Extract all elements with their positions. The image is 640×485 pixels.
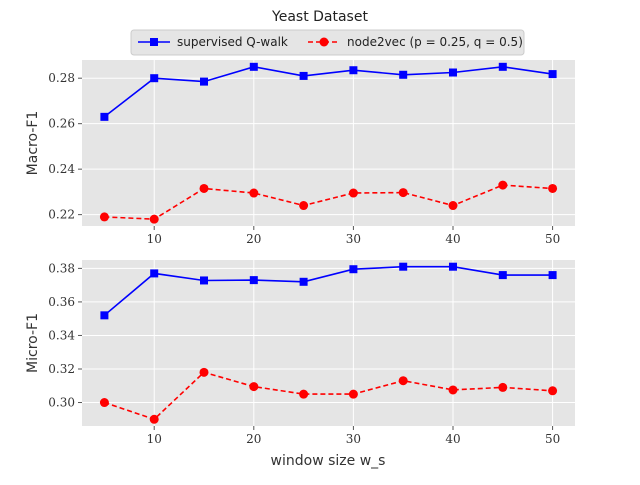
data-point-node2vec — [149, 414, 159, 424]
x-tick-label: 20 — [246, 432, 261, 446]
data-point-qwalk — [399, 70, 408, 79]
legend-label-node2vec: node2vec (p = 0.25, q = 0.5) — [347, 35, 523, 49]
y-tick-label: 0.28 — [48, 71, 75, 85]
data-point-qwalk — [299, 277, 308, 286]
y-tick-label: 0.24 — [48, 162, 75, 176]
data-point-node2vec — [348, 188, 358, 198]
legend-label-qwalk: supervised Q-walk — [177, 35, 288, 49]
data-point-node2vec — [99, 398, 109, 408]
data-point-node2vec — [199, 183, 209, 193]
x-tick-label: 10 — [147, 232, 162, 246]
data-point-node2vec — [199, 367, 209, 377]
y-tick-label: 0.32 — [48, 362, 75, 376]
subplot-1: 10 20 30 40 50 0.22 0.24 0.26 0.28 Macro-F1 — [25, 60, 575, 246]
legend: supervised Q-walk node2vec (p = 0.25, q … — [130, 29, 525, 56]
legend-marker-node2vec — [319, 37, 329, 47]
series-line-node2vec — [104, 371, 553, 421]
data-point-qwalk — [100, 112, 109, 121]
series-line-qwalk — [103, 65, 553, 118]
y-tick-label: 0.30 — [48, 396, 75, 410]
x-tick-label: 50 — [545, 232, 560, 246]
x-tick-label: 30 — [346, 432, 361, 446]
x-tick-label: 40 — [445, 432, 460, 446]
x-tick-label: 30 — [346, 232, 361, 246]
y-axis-label: Micro-F1 — [25, 313, 41, 373]
data-point-qwalk — [498, 271, 507, 280]
legend-marker-qwalk — [150, 38, 158, 46]
data-point-node2vec — [548, 183, 558, 193]
data-point-qwalk — [249, 276, 258, 285]
subplot-2: 10 20 30 40 50 0.30 0.32 0.34 0.36 0.38 Micro-F1 — [25, 260, 575, 446]
data-point-qwalk — [448, 262, 457, 271]
y-tick-label: 0.38 — [48, 261, 75, 275]
data-point-qwalk — [399, 262, 408, 271]
x-tick-label: 10 — [147, 432, 162, 446]
data-point-qwalk — [299, 71, 308, 80]
data-point-node2vec — [448, 201, 458, 211]
subplots: 10 20 30 40 50 0.22 0.24 0.26 0.28 Macro-F1 10 20 30… — [25, 60, 575, 446]
data-point-qwalk — [249, 62, 258, 71]
data-point-node2vec — [398, 376, 408, 386]
data-point-node2vec — [299, 201, 309, 211]
data-point-node2vec — [99, 212, 109, 222]
data-point-node2vec — [398, 188, 408, 198]
data-point-node2vec — [548, 386, 558, 396]
data-point-node2vec — [498, 180, 508, 190]
data-point-qwalk — [548, 271, 557, 280]
y-axis-label: Macro-F1 — [25, 111, 41, 176]
data-point-node2vec — [249, 382, 259, 392]
plot-area — [82, 260, 575, 426]
y-tick-label: 0.34 — [48, 328, 75, 342]
data-point-qwalk — [498, 62, 507, 71]
chart-title: Yeast Dataset — [271, 9, 368, 25]
x-tick-label: 50 — [545, 432, 560, 446]
data-point-qwalk — [548, 70, 557, 79]
plot-area — [82, 60, 575, 226]
data-point-node2vec — [348, 389, 358, 399]
data-point-node2vec — [249, 188, 259, 198]
x-axis-label: window size w_s — [271, 453, 386, 469]
data-point-node2vec — [498, 382, 508, 392]
data-point-qwalk — [150, 269, 159, 278]
data-point-qwalk — [349, 265, 358, 274]
x-tick-label: 20 — [246, 232, 261, 246]
data-point-qwalk — [448, 68, 457, 77]
data-point-qwalk — [100, 311, 109, 320]
data-point-qwalk — [150, 74, 159, 83]
series-line-node2vec — [104, 184, 553, 221]
data-point-node2vec — [448, 385, 458, 395]
data-point-node2vec — [299, 389, 309, 399]
y-tick-label: 0.36 — [48, 295, 75, 309]
y-tick-label: 0.26 — [48, 117, 75, 131]
series-line-qwalk — [103, 265, 553, 316]
data-point-qwalk — [200, 77, 209, 86]
x-tick-label: 40 — [445, 232, 460, 246]
data-point-node2vec — [149, 214, 159, 224]
data-point-qwalk — [200, 276, 209, 285]
y-tick-label: 0.22 — [48, 208, 75, 222]
data-point-qwalk — [349, 66, 358, 75]
